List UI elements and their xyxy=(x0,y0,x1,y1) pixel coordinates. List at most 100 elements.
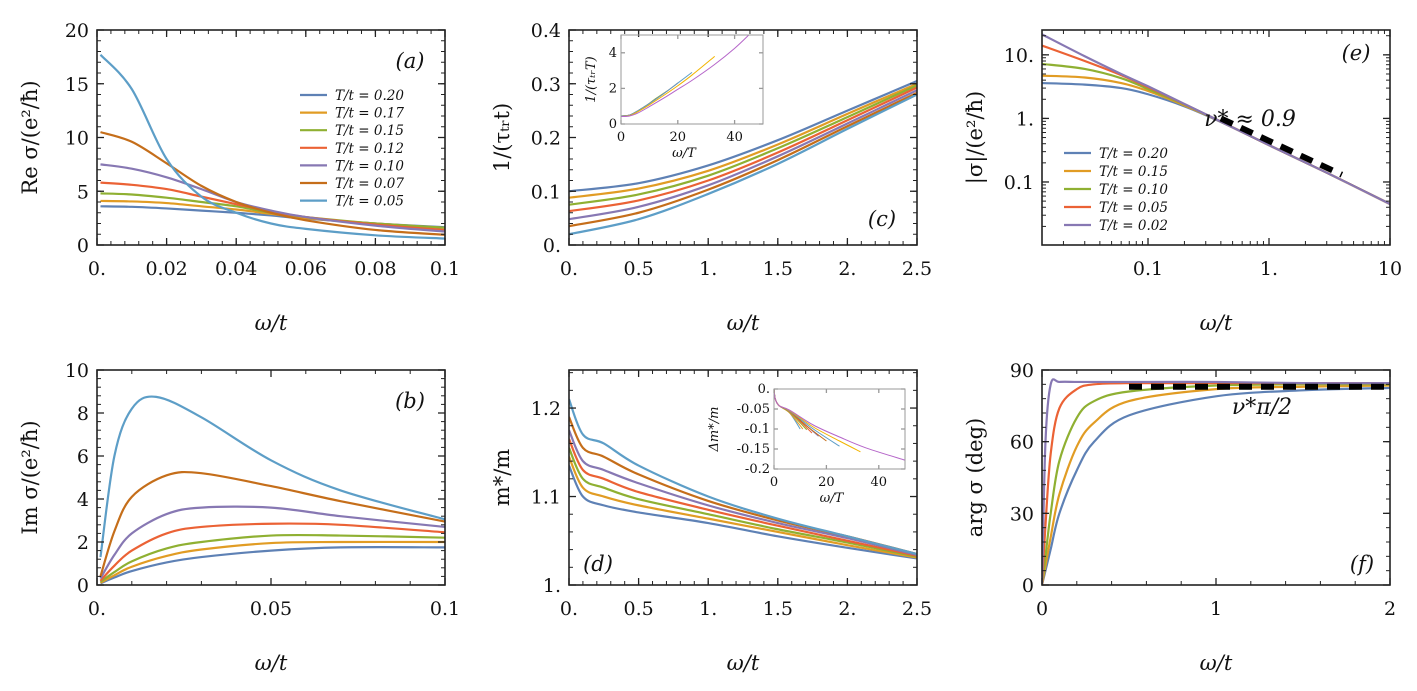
x-tick-label: 0.5 xyxy=(623,258,653,280)
annotation-label: ν*π/2 xyxy=(1232,395,1292,420)
legend-entry: T/t = 0.10 xyxy=(335,158,404,174)
y-axis-label: 1/(τₜᵣt) xyxy=(490,103,514,172)
y-tick-label: 10. xyxy=(1004,45,1034,67)
x-tick-label: 2 xyxy=(1384,598,1396,620)
x-axis-label: ω/t xyxy=(1200,311,1233,335)
series-line-4 xyxy=(569,429,917,556)
series-line-0 xyxy=(1042,81,1390,206)
series-line-3 xyxy=(1042,381,1390,585)
series-line-4 xyxy=(774,389,819,437)
y-tick-label: 0 xyxy=(77,575,89,597)
y-tick-label: 2 xyxy=(77,532,89,554)
x-tick-label: 10 xyxy=(1378,258,1402,280)
axes-frame xyxy=(1041,29,1391,246)
series-line-6 xyxy=(569,93,917,236)
x-tick-label: 1. xyxy=(699,598,717,620)
y-tick-label: 0.4 xyxy=(531,20,561,42)
inset-c: 0 20 40 0 2 4 ω/T 1/(τₜᵣT) xyxy=(584,34,764,161)
x-axis-label: ω/t xyxy=(727,311,760,335)
x-tick-label: 1. xyxy=(1260,258,1278,280)
inset-y-axis-label: Δm*/m xyxy=(707,407,722,453)
series-line-0 xyxy=(1042,386,1390,585)
series-line-6 xyxy=(99,395,445,558)
x-tick-label: 0 xyxy=(770,475,778,490)
series-line-1 xyxy=(1042,74,1390,206)
x-tick-label: 0.05 xyxy=(250,598,292,620)
x-tick-label: 2. xyxy=(838,598,856,620)
y-tick-label: 0.3 xyxy=(531,74,561,96)
panel-label: (b) xyxy=(395,389,425,413)
legend-entry: T/t = 0.05 xyxy=(335,194,404,210)
x-tick-label: 0 xyxy=(617,130,625,145)
series-group xyxy=(1042,378,1390,585)
series-line-3 xyxy=(621,71,693,117)
y-tick-label: 1. xyxy=(543,575,561,597)
series-line-1 xyxy=(569,82,917,199)
panel-f: 0 1 2 0 30 60 90 ω/t arg σ (deg) (f) ν*π/2 xyxy=(963,360,1396,675)
series-line-3 xyxy=(774,389,813,434)
panel-b: 0. 0.05 0.1 0 2 4 6 8 10 ω/t Im σ/(e²/ħ) (b) xyxy=(18,360,460,675)
x-tick-label: 1.5 xyxy=(763,258,793,280)
y-tick-label: 20 xyxy=(65,20,89,42)
panel-label: (c) xyxy=(868,207,896,231)
legend-entry: T/t = 0.12 xyxy=(335,141,404,157)
y-tick-label: -0.2 xyxy=(745,462,770,477)
series-line-0 xyxy=(569,80,917,193)
x-tick-label: 2.5 xyxy=(902,258,932,280)
legend-entry: T/t = 0.07 xyxy=(335,176,404,192)
series-group xyxy=(569,398,917,560)
y-tick-label: 4 xyxy=(609,46,617,61)
y-tick-label: 6 xyxy=(77,446,89,468)
series-line-2 xyxy=(621,82,679,117)
series-line-1 xyxy=(621,89,669,117)
series-line-6 xyxy=(99,53,445,240)
series-line-2 xyxy=(1042,383,1390,585)
inset-d: 0 20 40 0. -0.05 -0.1 -0.15 -0.2 ω/T Δm*/m xyxy=(707,382,906,506)
y-tick-label: 8 xyxy=(77,403,89,425)
y-tick-label: 30 xyxy=(1010,503,1034,525)
y-tick-label: 1. xyxy=(1016,108,1034,130)
series-line-6 xyxy=(774,389,840,447)
x-tick-label: 0.5 xyxy=(623,598,653,620)
x-tick-label: 1. xyxy=(699,258,717,280)
x-tick-label: 2.5 xyxy=(902,598,932,620)
y-tick-label: -0.05 xyxy=(737,402,770,417)
series-line-7 xyxy=(774,389,861,453)
y-tick-label: 0 xyxy=(77,235,89,257)
series-line-5 xyxy=(621,35,750,118)
y-tick-label: 0 xyxy=(609,117,617,132)
series-line-4 xyxy=(621,55,716,118)
series-group xyxy=(774,389,905,461)
y-tick-label: 1.2 xyxy=(531,398,561,420)
series-line-2 xyxy=(569,84,917,206)
x-tick-label: 2. xyxy=(838,258,856,280)
series-line-1 xyxy=(569,456,917,559)
panel-label: (a) xyxy=(396,49,425,73)
x-axis-label: ω/t xyxy=(255,651,288,675)
y-axis-label: Re σ/(e²/ħ) xyxy=(18,80,42,194)
x-tick-label: 40 xyxy=(871,475,888,490)
series-line-3 xyxy=(99,522,445,582)
x-tick-label: 0. xyxy=(88,258,106,280)
x-tick-label: 0.08 xyxy=(354,258,396,280)
series-group xyxy=(99,395,445,585)
series-line-1 xyxy=(99,540,445,584)
guide-dashed-line xyxy=(1219,115,1344,178)
y-tick-label: 1.1 xyxy=(531,487,561,509)
series-line-5 xyxy=(774,389,827,442)
series-line-4 xyxy=(1042,33,1390,206)
y-tick-label: -0.15 xyxy=(737,442,770,457)
series-line-5 xyxy=(100,131,445,236)
y-tick-label: 4 xyxy=(77,489,89,511)
x-tick-label: 0.04 xyxy=(215,258,257,280)
series-line-3 xyxy=(569,438,917,557)
y-axis-label: |σ|/(e²/ħ) xyxy=(963,91,988,184)
inset-y-axis-label: 1/(τₜᵣT) xyxy=(584,56,599,102)
y-tick-label: 0. xyxy=(758,382,770,397)
y-tick-label: 0.1 xyxy=(531,181,561,203)
panel-e: 0.1 1. 10 0.1 1. 10. ω/t |σ|/(e²/ħ) (e) T/t = 0.2… xyxy=(963,29,1402,335)
series-group xyxy=(99,53,445,240)
panel-c: 0. 0.5 1. 1.5 2. 2.5 0. 0.1 0.2 0.3 0.4 ω/t 1/(τₜᵣt)… xyxy=(490,20,932,335)
x-axis-label: ω/t xyxy=(1200,651,1233,675)
